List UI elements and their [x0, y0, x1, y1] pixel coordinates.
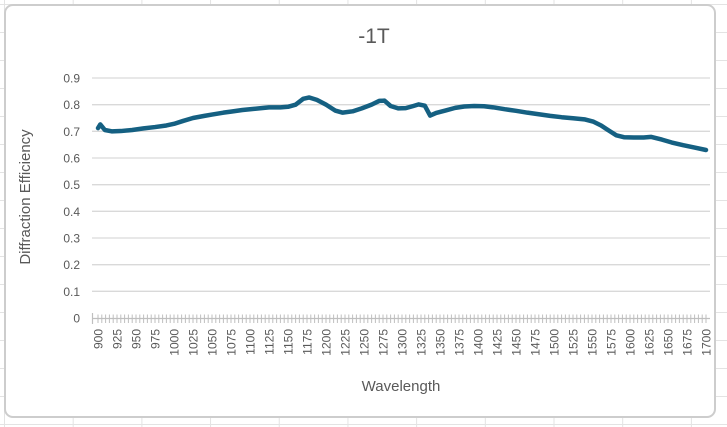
x-tick-label: 1450: [510, 329, 524, 356]
y-tick-label: 0: [73, 312, 80, 326]
x-tick-label: 1425: [491, 329, 505, 356]
x-tick-label: 1275: [377, 329, 391, 356]
x-tick-label: 1575: [605, 329, 619, 356]
x-tick-label: 1300: [396, 329, 410, 356]
y-tick-label: 0.8: [63, 98, 80, 112]
data-series: [95, 95, 709, 153]
x-tick-label: 950: [130, 329, 144, 349]
x-tick-label: 1250: [358, 329, 372, 356]
axes: [91, 313, 710, 324]
x-tick-label: 1700: [700, 329, 714, 356]
x-tick-label: 975: [149, 329, 163, 349]
x-tick-label: 1200: [320, 329, 334, 356]
x-tick-label: 1125: [263, 329, 277, 355]
series-line[interactable]: [95, 95, 709, 153]
y-tick-label: 0.6: [63, 152, 80, 166]
x-axis-title: Wavelength: [362, 378, 441, 395]
x-tick-label: 1625: [643, 329, 657, 356]
y-tick-label: 0.2: [63, 258, 80, 272]
y-tick-label: 0.7: [63, 125, 80, 139]
x-tick-label: 925: [111, 329, 125, 349]
y-tick-label: 0.4: [63, 205, 80, 219]
x-tick-label: 1375: [453, 329, 467, 356]
x-tick-label: 1025: [187, 329, 201, 356]
x-tick-label: 1075: [225, 329, 239, 356]
chart-title: -1T: [358, 25, 390, 48]
x-tick-label: 1475: [529, 329, 543, 356]
x-tick-label: 1350: [434, 329, 448, 356]
x-tick-label: 900: [92, 329, 106, 349]
x-tick-label: 1225: [339, 329, 353, 356]
y-tick-label: 0.3: [63, 232, 80, 246]
x-tick-label: 1675: [681, 329, 695, 356]
x-tick-label: 1550: [586, 329, 600, 356]
gridlines: [92, 77, 710, 292]
x-tick-label: 1100: [244, 329, 258, 355]
x-tick-label: 1600: [624, 329, 638, 356]
y-tick-label: 0.1: [63, 285, 80, 299]
y-axis-labels: 0 0.1 0.2 0.3 0.4 0.5 0.6 0.7 0.8 0.9: [63, 72, 80, 326]
y-tick-label: 0.5: [63, 178, 80, 192]
x-axis-labels: 900 925 950 975 1000 1025 1050 1075 1100 1125 1150…: [92, 329, 714, 356]
x-tick-label: 1000: [168, 329, 182, 356]
x-tick-label: 1500: [548, 329, 562, 356]
x-tick-label: 1175: [301, 329, 315, 355]
y-axis-title: Diffraction Efficiency: [17, 129, 34, 265]
x-axis-ticks: [97, 314, 707, 323]
x-tick-label: 1150: [282, 329, 296, 355]
x-tick-label: 1050: [206, 329, 220, 356]
x-tick-label: 1325: [415, 329, 429, 356]
x-tick-label: 1400: [472, 329, 486, 356]
x-tick-label: 1525: [567, 329, 581, 356]
x-tick-label: 1650: [662, 329, 676, 356]
y-tick-label: 0.9: [63, 72, 80, 86]
